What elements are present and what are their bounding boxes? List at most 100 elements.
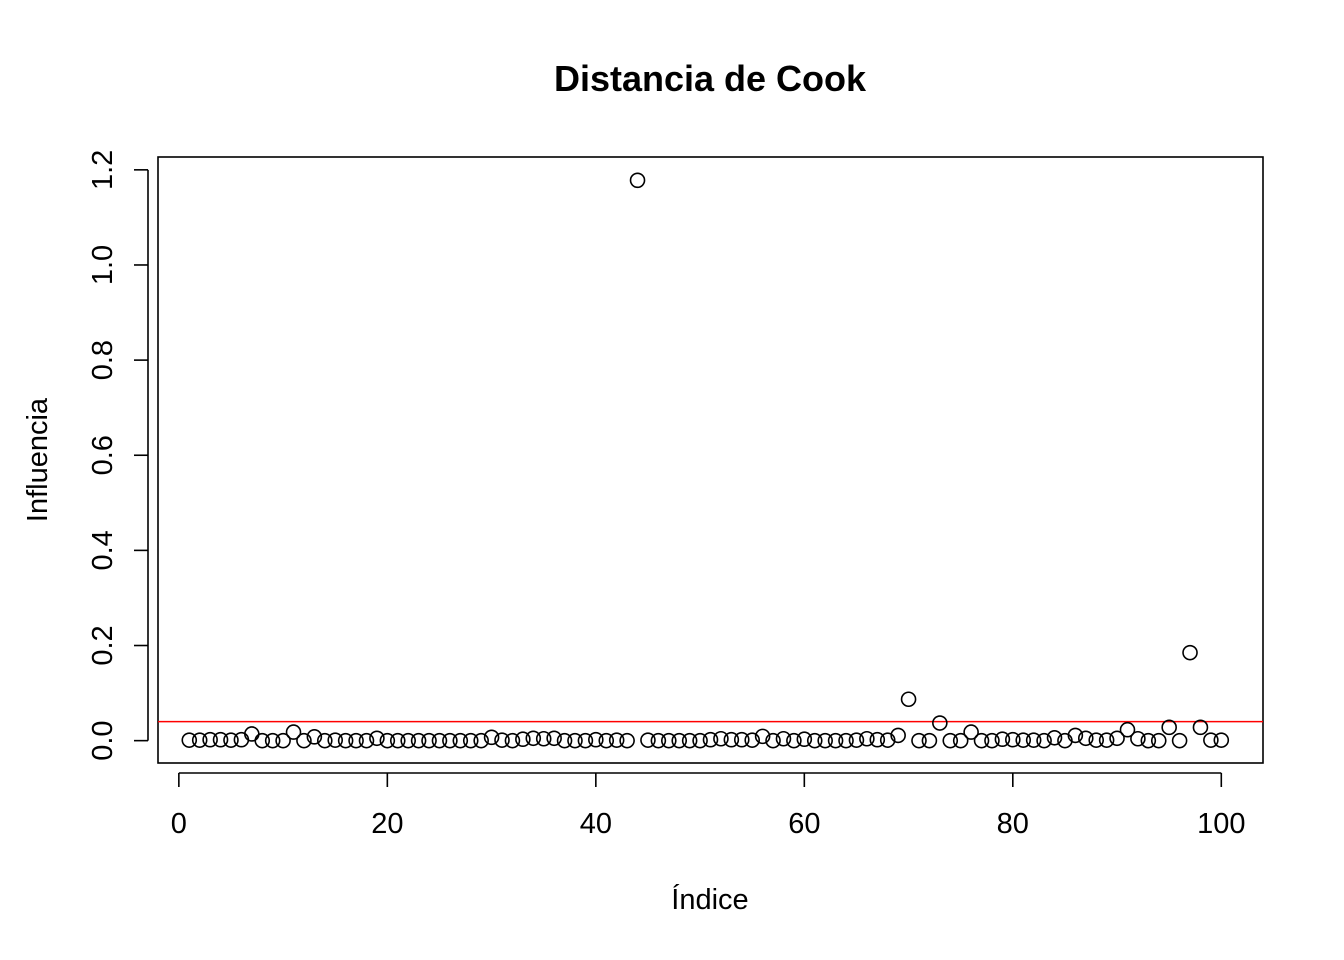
data-point: [577, 732, 594, 749]
data-point: [316, 732, 333, 749]
data-point: [515, 731, 531, 748]
data-point: [859, 730, 875, 747]
data-point: [379, 732, 396, 749]
x-tick-label: 60: [788, 808, 820, 840]
data-point: [389, 732, 406, 749]
data-point: [848, 732, 865, 748]
data-point: [765, 732, 781, 749]
data-point: [369, 730, 385, 747]
y-tick-label: 1.2: [87, 150, 119, 190]
data-point: [181, 732, 198, 748]
data-point: [952, 732, 969, 749]
data-point: [921, 732, 938, 749]
data-point: [838, 732, 854, 749]
data-point: [1182, 644, 1198, 661]
x-tick-label: 20: [371, 808, 403, 840]
data-point: [650, 732, 667, 749]
data-point: [702, 731, 719, 748]
data-point: [911, 732, 927, 749]
data-point: [1098, 732, 1115, 748]
data-point: [254, 732, 271, 749]
x-axis: 0 20 40 60 80 100: [171, 772, 1245, 840]
data-point: [296, 732, 312, 749]
data-point: [306, 729, 323, 745]
data-point: [400, 732, 416, 749]
data-point: [191, 732, 208, 748]
data-point: [1088, 732, 1105, 748]
data-point: [1213, 732, 1230, 748]
data-point: [629, 172, 646, 189]
data-point: [1192, 719, 1209, 736]
data-point: [233, 731, 250, 748]
data-point: [1067, 727, 1084, 744]
data-point: [713, 730, 729, 747]
data-point: [900, 691, 917, 708]
data-point: [1109, 730, 1125, 747]
data-point: [796, 731, 813, 748]
data-point: [1203, 732, 1219, 748]
y-tick-label: 1.0: [87, 245, 119, 285]
data-point: [681, 732, 698, 749]
data-point: [244, 726, 260, 742]
data-point: [421, 732, 437, 749]
data-point: [348, 732, 364, 749]
data-point: [212, 731, 229, 748]
data-point: [1150, 732, 1167, 749]
x-axis-label: Índice: [671, 883, 748, 916]
data-point: [483, 729, 500, 746]
data-point: [452, 732, 469, 749]
data-point: [1161, 719, 1177, 736]
data-point: [1025, 732, 1042, 748]
data-point: [358, 732, 375, 749]
data-point: [462, 732, 479, 749]
data-point: [661, 732, 677, 749]
data-point: [473, 732, 489, 749]
data-point: [202, 731, 218, 748]
data-point: [223, 732, 239, 748]
x-tick-label: 0: [171, 808, 187, 840]
data-point: [608, 732, 625, 748]
data-point: [337, 732, 354, 749]
data-point: [723, 731, 740, 748]
data-point: [1171, 732, 1188, 749]
data-point: [786, 732, 802, 749]
data-point: [754, 728, 771, 745]
data-point: [598, 732, 615, 749]
data-point: [410, 732, 427, 749]
data-point: [442, 732, 458, 749]
data-point: [733, 731, 750, 748]
data-point: [285, 724, 302, 740]
data-point: [973, 732, 990, 749]
data-point: [588, 731, 604, 748]
x-tick-label: 40: [580, 808, 612, 840]
y-tick-label: 0.0: [87, 720, 119, 760]
data-point: [817, 732, 833, 749]
data-point: [671, 732, 688, 749]
data-point: [932, 715, 948, 731]
y-tick-label: 0.4: [87, 530, 119, 570]
data-point: [525, 730, 542, 747]
y-tick-label: 0.8: [87, 340, 119, 380]
data-point: [431, 732, 448, 749]
data-point: [879, 732, 896, 748]
data-point: [640, 732, 656, 748]
data-point: [744, 732, 760, 748]
data-point: [1046, 729, 1063, 746]
data-point: [327, 732, 344, 748]
data-point: [535, 730, 552, 747]
data-point: [942, 732, 959, 749]
data-point: [275, 732, 291, 749]
data-point: [619, 732, 635, 749]
data-points: [181, 172, 1230, 749]
data-point: [1015, 732, 1032, 748]
chart-title: Distancia de Cook: [554, 58, 867, 99]
data-point: [494, 732, 510, 748]
data-point: [692, 732, 708, 749]
data-point: [994, 731, 1011, 748]
y-tick-label: 0.6: [87, 435, 119, 475]
y-axis-label: Influencia: [22, 397, 54, 522]
data-point: [963, 724, 979, 740]
data-point: [1119, 721, 1136, 738]
data-point: [1036, 732, 1052, 749]
